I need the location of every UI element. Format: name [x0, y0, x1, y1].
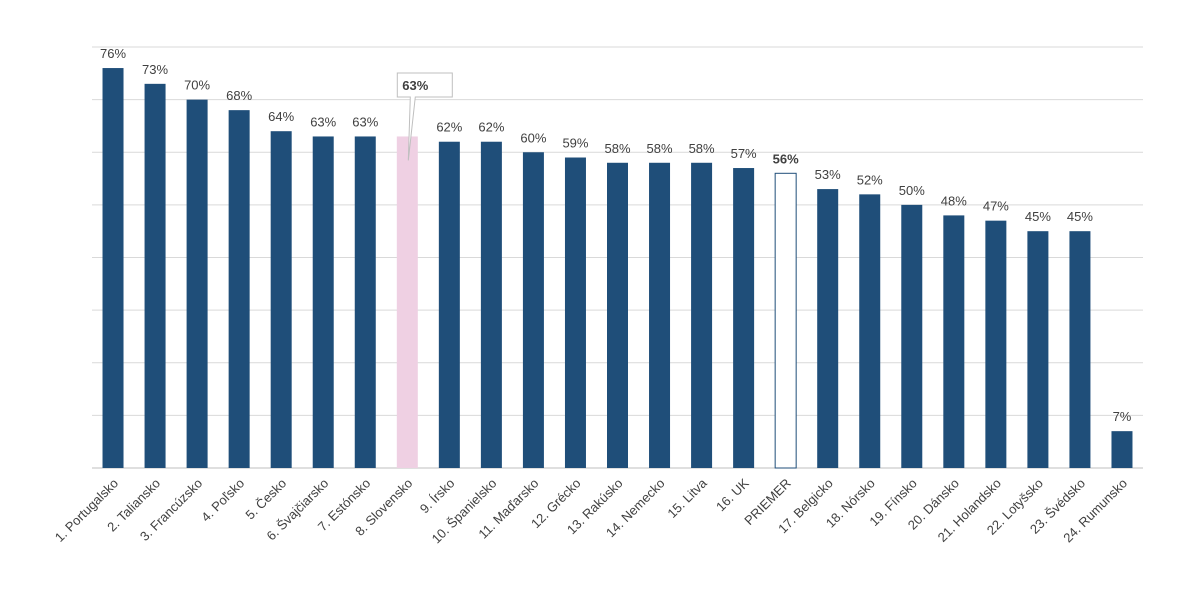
value-label: 58% — [689, 141, 715, 156]
bar — [901, 204, 923, 468]
value-label: 7% — [1113, 409, 1132, 424]
bar — [354, 136, 376, 468]
value-label: 53% — [815, 167, 841, 182]
bar-highlight — [396, 136, 418, 468]
bar — [1111, 431, 1133, 468]
value-label: 52% — [857, 172, 883, 187]
value-label: 45% — [1025, 209, 1051, 224]
bar — [102, 68, 124, 469]
value-label: 68% — [226, 88, 252, 103]
bar — [943, 215, 965, 468]
category-label: 15. Litva — [664, 475, 710, 521]
value-label: 76% — [100, 46, 126, 61]
bar — [607, 162, 628, 468]
category-label: 16. UK — [713, 475, 752, 514]
value-label: 63% — [352, 114, 378, 129]
highlight-callout-box — [396, 72, 453, 161]
value-label: 63% — [402, 78, 428, 93]
bar — [817, 189, 839, 468]
category-label: 4. Poľsko — [198, 476, 247, 525]
category-label: 9. Írsko — [417, 476, 458, 517]
value-label: 45% — [1067, 209, 1093, 224]
bar — [312, 136, 334, 468]
bar — [522, 152, 544, 468]
value-label: 48% — [941, 193, 967, 208]
value-label: 73% — [142, 62, 168, 77]
bars — [102, 68, 1133, 469]
bar — [480, 141, 502, 468]
category-label: 1. Portugalsko — [52, 476, 121, 545]
value-label: 62% — [478, 120, 504, 135]
bar-average — [774, 172, 797, 469]
bar — [691, 162, 713, 468]
bar — [859, 194, 881, 468]
value-label: 58% — [604, 141, 630, 156]
value-labels: 76% 73% 70% 68% 64% 63% 63% 63% 62% 62% 60% 59% 58% 5… — [100, 46, 1132, 424]
bar — [649, 162, 671, 468]
bar — [144, 83, 166, 469]
bar — [1027, 231, 1049, 468]
value-label: 59% — [562, 136, 588, 151]
value-label: 63% — [310, 114, 336, 129]
value-label: 58% — [647, 141, 673, 156]
bar — [733, 168, 755, 468]
value-label: 64% — [268, 109, 294, 124]
value-label: 70% — [184, 78, 210, 93]
bar — [564, 157, 586, 468]
value-label: 47% — [983, 199, 1009, 214]
value-label: 56% — [773, 151, 799, 166]
value-label: 62% — [436, 120, 462, 135]
bar — [438, 141, 460, 468]
value-label: 57% — [731, 146, 757, 161]
bar — [1069, 231, 1091, 468]
value-label: 50% — [899, 183, 925, 198]
bar — [228, 110, 250, 469]
bar — [270, 131, 292, 468]
value-label: 60% — [520, 130, 546, 145]
bar — [186, 99, 208, 468]
bar — [985, 220, 1007, 468]
